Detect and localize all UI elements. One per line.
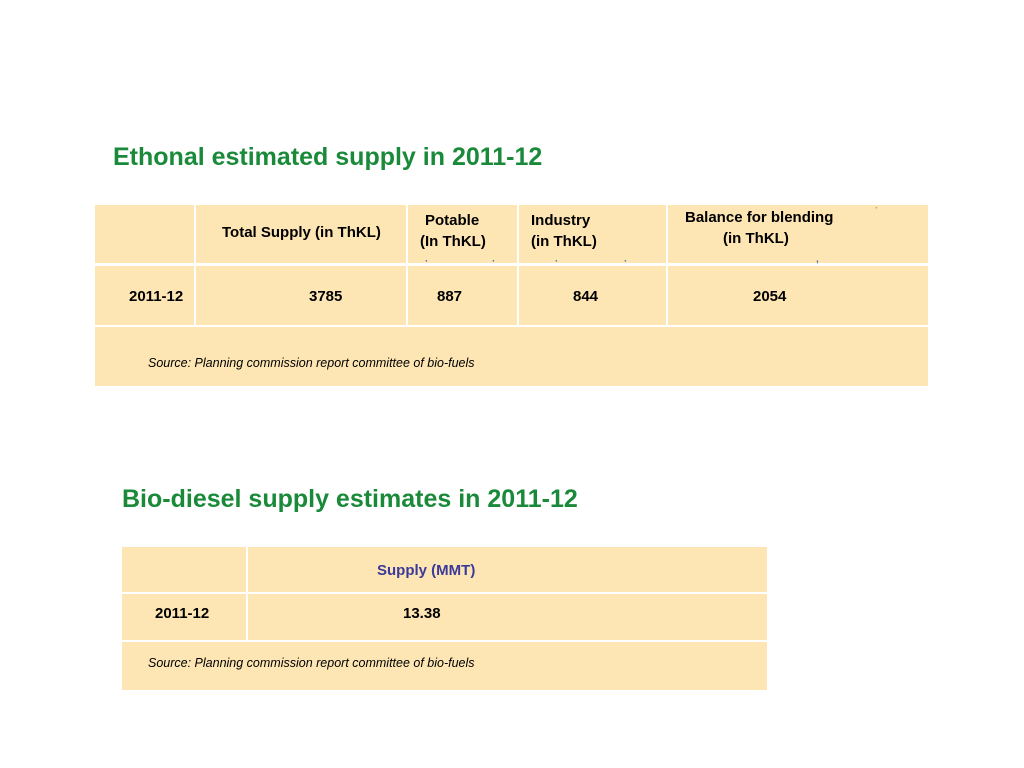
decorative-dot: , — [816, 254, 819, 265]
industry-value: 844 — [573, 288, 599, 305]
potable-value: 887 — [437, 288, 463, 305]
ethanol-source-row: Source: Planning commission report commi… — [95, 327, 928, 386]
decorative-dot: · — [555, 256, 559, 267]
decorative-dot: · — [492, 256, 496, 267]
balance-label-line2: (in ThKL) — [723, 230, 789, 247]
ethanol-header-empty-cell — [95, 205, 194, 263]
potable-label-line1: Potable — [425, 212, 480, 229]
ethanol-row-total-supply: 3785 — [196, 266, 406, 325]
biodiesel-year-value: 2011-12 — [155, 605, 210, 622]
industry-label-line2: (in ThKL) — [531, 233, 597, 250]
ethanol-title: Ethonal estimated supply in 2011-12 — [113, 143, 543, 171]
ethanol-row-potable: 887 — [408, 266, 517, 325]
supply-label: Supply (MMT) — [377, 562, 476, 579]
potable-label-line2: (In ThKL) — [420, 233, 486, 250]
ethanol-header-balance: Balance for blending (in ThKL) — [668, 205, 928, 263]
industry-label-line1: Industry — [531, 212, 591, 229]
biodiesel-source-row: Source: Planning commission report commi… — [122, 642, 767, 690]
ethanol-header-industry: Industry (in ThKL) — [519, 205, 666, 263]
biodiesel-header-empty-cell — [122, 547, 246, 592]
balance-value: 2054 — [753, 288, 787, 305]
balance-label-line1: Balance for blending — [685, 209, 834, 226]
decorative-dot: · — [624, 256, 628, 267]
total-supply-value: 3785 — [309, 288, 343, 305]
biodiesel-row-year: 2011-12 — [122, 594, 246, 640]
biodiesel-supply-value: 13.38 — [403, 605, 441, 622]
decorative-dot: · — [875, 203, 879, 214]
year-value: 2011-12 — [129, 288, 184, 305]
biodiesel-source-note: Source: Planning commission report commi… — [148, 656, 475, 670]
ethanol-header-potable: Potable (In ThKL) — [408, 205, 517, 263]
biodiesel-header-supply: Supply (MMT) — [248, 547, 767, 592]
ethanol-row-balance: 2054 — [668, 266, 928, 325]
biodiesel-row-supply: 13.38 — [248, 594, 767, 640]
ethanol-source-note: Source: Planning commission report commi… — [148, 356, 475, 370]
total-supply-label: Total Supply (in ThKL) — [222, 224, 381, 241]
ethanol-row-year: 2011-12 — [95, 266, 194, 325]
decorative-dot: · — [425, 256, 429, 267]
ethanol-row-industry: 844 — [519, 266, 666, 325]
biodiesel-title: Bio-diesel supply estimates in 2011-12 — [122, 485, 578, 513]
ethanol-header-total-supply: Total Supply (in ThKL) — [196, 205, 406, 263]
